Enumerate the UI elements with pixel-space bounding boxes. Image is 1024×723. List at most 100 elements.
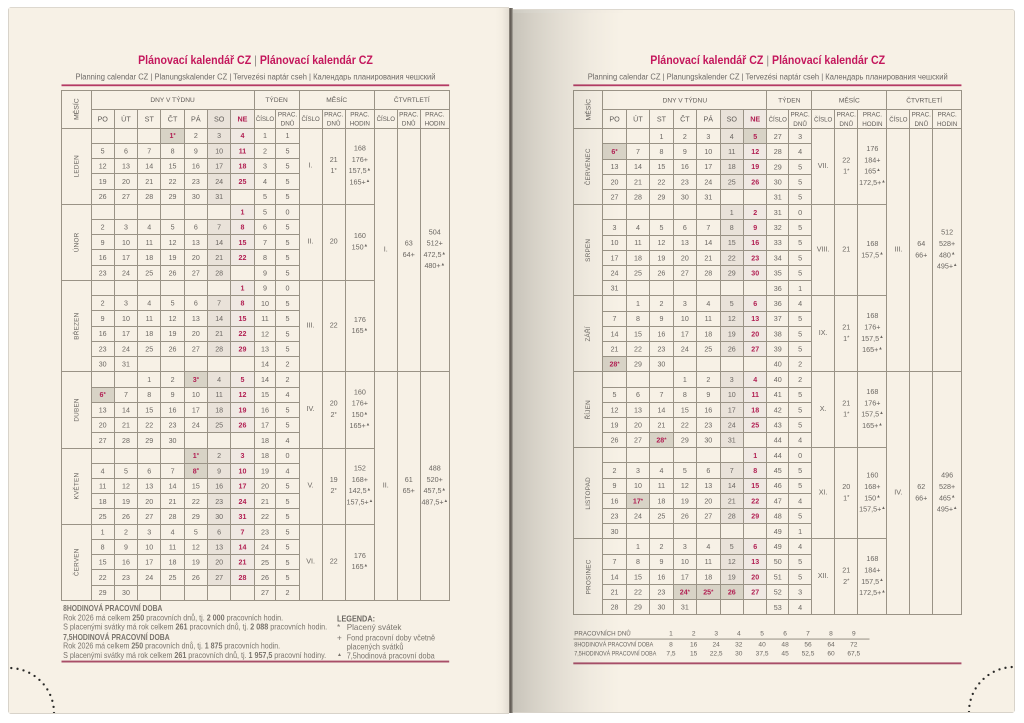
svg-text:16: 16 [99, 254, 107, 262]
svg-text:9: 9 [124, 544, 128, 552]
svg-text:30: 30 [192, 193, 200, 201]
svg-text:13: 13 [99, 406, 107, 414]
svg-text:12: 12 [657, 239, 665, 247]
svg-text:2: 2 [124, 528, 128, 536]
svg-text:23: 23 [261, 527, 269, 536]
svg-text:24: 24 [192, 422, 200, 430]
svg-text:NE: NE [750, 115, 760, 124]
svg-text:63: 63 [405, 239, 413, 248]
svg-text:Plánovací kalendář CZ | Plánov: Plánovací kalendář CZ | Plánovací kalend… [138, 53, 373, 67]
svg-text:21: 21 [239, 559, 247, 567]
svg-text:12: 12 [169, 239, 177, 247]
svg-text:27: 27 [145, 513, 153, 521]
svg-text:18: 18 [704, 573, 712, 581]
svg-text:26: 26 [728, 589, 736, 597]
svg-text:5: 5 [798, 329, 802, 338]
svg-text:DNŮ: DNŮ [327, 119, 341, 128]
svg-text:45: 45 [774, 466, 782, 475]
svg-text:6: 6 [217, 528, 221, 536]
svg-text:24: 24 [634, 513, 642, 521]
svg-text:MĚSÍC: MĚSÍC [72, 98, 81, 120]
svg-text:6: 6 [636, 391, 640, 399]
svg-text:184+: 184+ [864, 155, 880, 164]
svg-text:66+: 66+ [915, 250, 927, 259]
svg-text:5: 5 [286, 512, 290, 521]
svg-text:LEDEN: LEDEN [73, 155, 80, 177]
svg-text:22: 22 [145, 422, 153, 430]
svg-text:11: 11 [146, 315, 153, 323]
svg-text:2: 2 [263, 146, 267, 155]
svg-text:56: 56 [804, 642, 812, 649]
svg-text:11: 11 [705, 558, 712, 566]
svg-text:496: 496 [941, 471, 953, 480]
svg-text:176+: 176+ [352, 399, 368, 408]
svg-text:22: 22 [657, 178, 665, 186]
svg-text:29: 29 [681, 437, 689, 445]
svg-text:8*: 8* [193, 467, 200, 475]
svg-text:DNŮ: DNŮ [402, 119, 416, 128]
svg-text:44: 44 [774, 436, 782, 445]
svg-text:28: 28 [169, 513, 177, 521]
svg-text:28: 28 [122, 437, 130, 445]
svg-text:30: 30 [169, 437, 177, 445]
svg-text:4: 4 [798, 603, 802, 612]
svg-text:7,5: 7,5 [666, 650, 675, 657]
svg-text:23: 23 [99, 345, 107, 353]
svg-text:5: 5 [730, 300, 734, 308]
svg-text:27: 27 [704, 513, 712, 521]
svg-text:5: 5 [286, 238, 290, 247]
svg-text:23: 23 [657, 346, 665, 354]
svg-text:157,5+▲: 157,5+▲ [859, 505, 886, 514]
svg-text:21: 21 [842, 398, 850, 407]
svg-text:BŘEZEN: BŘEZEN [71, 312, 80, 339]
svg-text:MĚSÍC: MĚSÍC [839, 95, 860, 104]
svg-text:2: 2 [706, 376, 710, 384]
svg-text:15: 15 [681, 406, 689, 414]
svg-text:26: 26 [169, 345, 177, 353]
svg-text:21: 21 [842, 245, 850, 254]
svg-text:5: 5 [798, 162, 802, 171]
svg-text:PRAC.: PRAC. [350, 111, 369, 118]
svg-text:30: 30 [774, 177, 782, 186]
svg-text:4: 4 [286, 436, 290, 445]
svg-text:14: 14 [657, 406, 665, 414]
svg-text:XII.: XII. [818, 571, 829, 580]
svg-text:DNŮ: DNŮ [793, 119, 807, 128]
svg-text:22: 22 [634, 346, 642, 354]
svg-text:4: 4 [286, 390, 290, 399]
svg-text:3: 3 [798, 588, 802, 597]
svg-text:28*: 28* [656, 437, 667, 445]
svg-text:33: 33 [774, 238, 782, 247]
svg-text:40: 40 [774, 360, 782, 369]
svg-text:21: 21 [842, 566, 850, 575]
svg-text:152: 152 [354, 463, 366, 472]
svg-text:Rok 2026 má celkem 250 pracovn: Rok 2026 má celkem 250 pracovních dnů, t… [63, 641, 280, 651]
svg-text:21: 21 [122, 422, 130, 430]
svg-text:5: 5 [286, 421, 290, 430]
svg-text:17: 17 [681, 573, 689, 581]
svg-text:16: 16 [215, 483, 223, 491]
svg-text:7: 7 [659, 391, 663, 399]
svg-text:III.: III. [307, 320, 315, 329]
svg-text:157,5▲: 157,5▲ [861, 334, 883, 343]
svg-text:5: 5 [194, 528, 198, 536]
svg-text:10: 10 [681, 315, 689, 323]
svg-text:14: 14 [728, 482, 736, 490]
svg-text:35: 35 [774, 269, 782, 278]
svg-text:5: 5 [101, 147, 105, 155]
svg-text:DNŮ: DNŮ [281, 119, 295, 128]
svg-text:SO: SO [727, 115, 738, 124]
svg-text:5: 5 [171, 300, 175, 308]
svg-text:12: 12 [751, 148, 759, 156]
svg-text:9: 9 [706, 391, 710, 399]
svg-text:3: 3 [147, 528, 151, 536]
svg-text:44: 44 [774, 451, 782, 460]
svg-text:1: 1 [798, 527, 802, 536]
svg-text:PÁ: PÁ [191, 114, 201, 123]
svg-text:20: 20 [634, 421, 642, 429]
svg-text:3: 3 [798, 132, 802, 141]
svg-text:1*: 1* [843, 493, 850, 502]
svg-text:4: 4 [706, 543, 710, 551]
svg-text:23: 23 [99, 269, 107, 277]
svg-text:29: 29 [634, 361, 642, 369]
